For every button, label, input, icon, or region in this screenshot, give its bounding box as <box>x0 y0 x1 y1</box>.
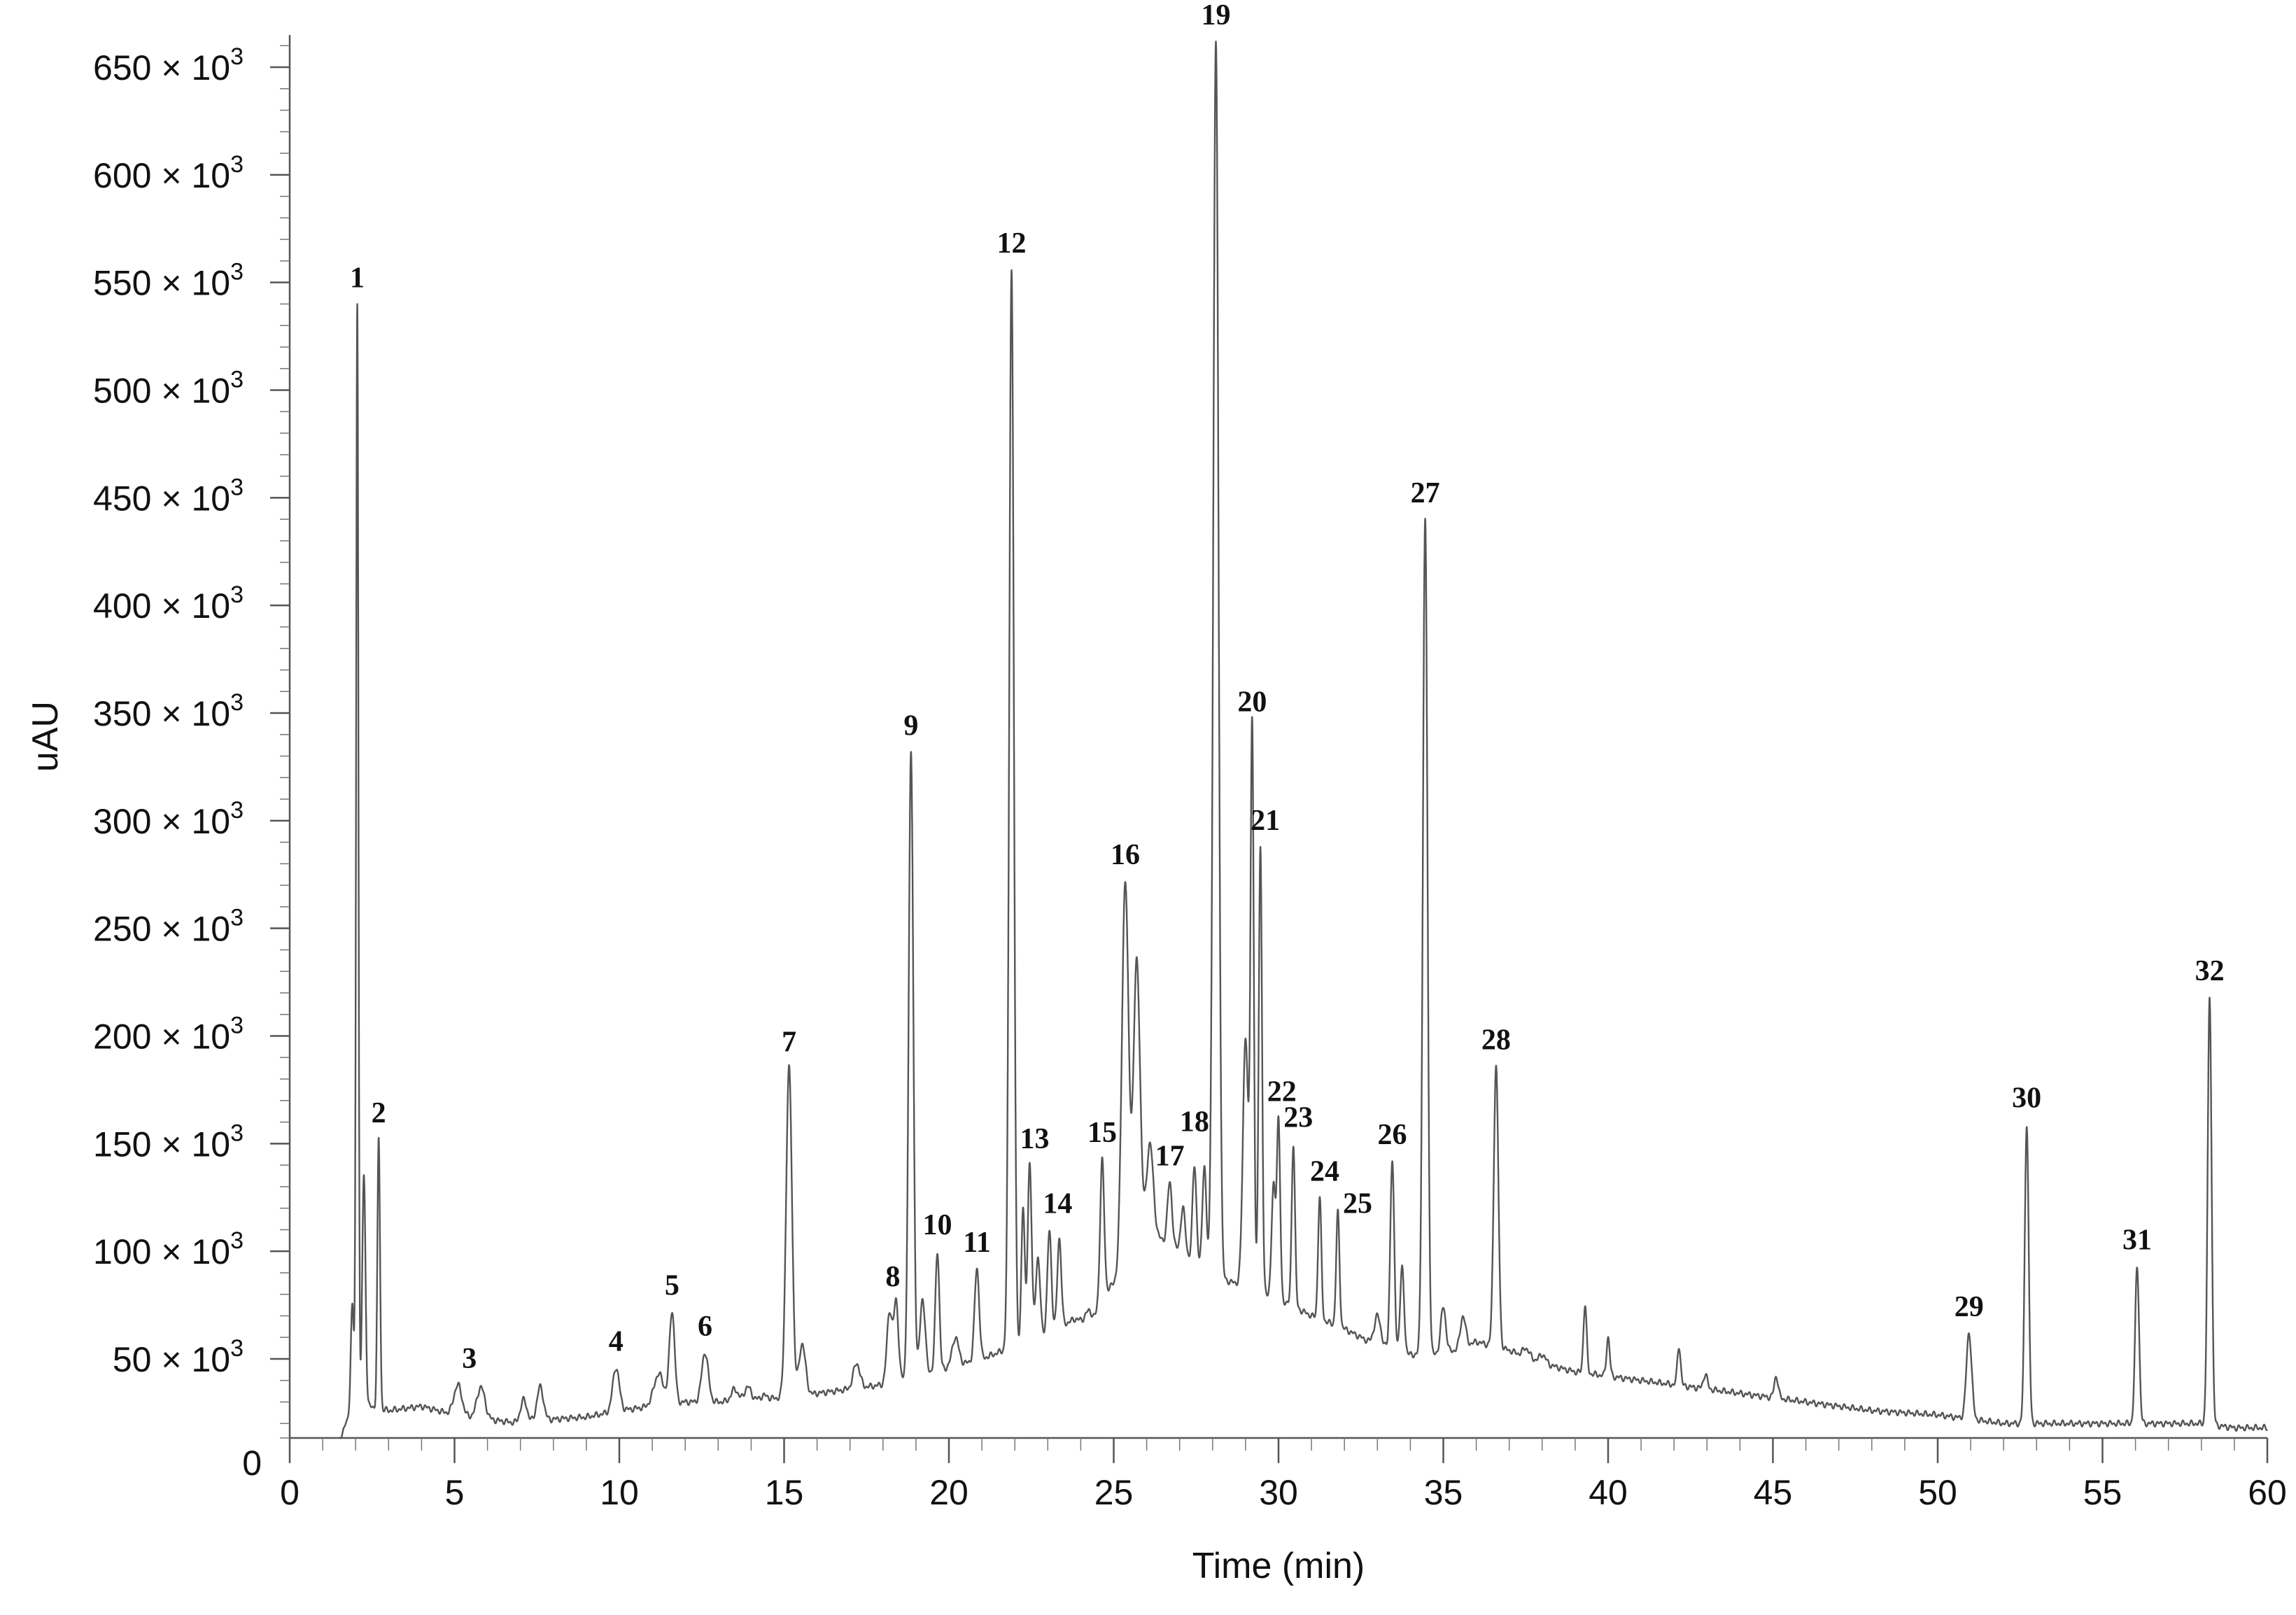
peak-label-26: 26 <box>1377 1119 1407 1151</box>
peak-label-24: 24 <box>1310 1155 1339 1187</box>
x-tick-label: 0 <box>280 1473 300 1512</box>
peak-label-25: 25 <box>1343 1187 1372 1220</box>
y-tick-label: 150 × 103 <box>93 1120 244 1164</box>
peak-label-27: 27 <box>1411 477 1440 509</box>
y-tick-label: 0 <box>242 1444 262 1483</box>
peak-label-23: 23 <box>1283 1101 1313 1134</box>
x-axis-title: Time (min) <box>1192 1546 1365 1586</box>
y-tick-label: 550 × 103 <box>93 259 244 303</box>
y-tick-label: 350 × 103 <box>93 689 244 733</box>
peak-label-5: 5 <box>665 1269 679 1302</box>
x-tick-label: 40 <box>1589 1473 1628 1512</box>
peak-label-30: 30 <box>2012 1082 2041 1115</box>
y-tick-label: 100 × 103 <box>93 1227 244 1271</box>
x-tick-label: 5 <box>445 1473 465 1512</box>
peak-label-13: 13 <box>1020 1123 1049 1155</box>
peak-label-8: 8 <box>885 1261 900 1293</box>
y-tick-label: 300 × 103 <box>93 797 244 841</box>
peak-labels: 1234567891011121314151617181920212223242… <box>350 0 2225 1375</box>
x-tick-label: 10 <box>600 1473 639 1512</box>
axes <box>288 35 2267 1439</box>
peak-label-16: 16 <box>1111 839 1140 871</box>
y-tick-label: 500 × 103 <box>93 367 244 411</box>
y-tick-label: 250 × 103 <box>93 905 244 949</box>
peak-label-10: 10 <box>923 1209 952 1241</box>
peak-label-22: 22 <box>1267 1076 1297 1108</box>
peak-label-9: 9 <box>903 710 918 742</box>
x-tick-label: 15 <box>765 1473 804 1512</box>
peak-label-20: 20 <box>1237 686 1267 719</box>
peak-label-14: 14 <box>1043 1187 1072 1220</box>
peak-label-15: 15 <box>1087 1117 1117 1149</box>
peak-label-1: 1 <box>350 262 365 294</box>
y-axis-title: uAU <box>25 701 66 772</box>
y-tick-label: 50 × 103 <box>113 1335 244 1379</box>
x-axis-ticks: 0 5 10 15 20 25 30 35 40 45 50 55 60 <box>280 1438 2287 1512</box>
y-tick-label: 600 × 103 <box>93 151 244 195</box>
peak-label-29: 29 <box>1955 1291 1984 1323</box>
x-tick-label: 20 <box>929 1473 969 1512</box>
peak-label-28: 28 <box>1481 1024 1511 1057</box>
peak-label-31: 31 <box>2122 1225 2152 1257</box>
peak-label-19: 19 <box>1202 0 1231 31</box>
peak-label-21: 21 <box>1251 805 1280 837</box>
x-tick-label: 25 <box>1094 1473 1134 1512</box>
y-tick-label: 400 × 103 <box>93 581 244 626</box>
peak-label-11: 11 <box>963 1227 991 1259</box>
peak-label-2: 2 <box>372 1097 386 1129</box>
y-tick-label: 200 × 103 <box>93 1013 244 1057</box>
chromatogram-trace <box>338 41 2269 1439</box>
x-tick-label: 35 <box>1424 1473 1463 1512</box>
x-tick-label: 45 <box>1754 1473 1793 1512</box>
peak-label-7: 7 <box>782 1027 796 1059</box>
y-tick-label: 650 × 103 <box>93 43 244 87</box>
x-tick-label: 30 <box>1259 1473 1298 1512</box>
peak-label-12: 12 <box>996 227 1026 260</box>
y-axis-ticks: 0 50 × 103 100 × 103 150 × 103 200 × 103 250 … <box>93 43 290 1483</box>
peak-label-6: 6 <box>698 1311 712 1343</box>
peak-label-3: 3 <box>462 1343 477 1375</box>
x-tick-label: 60 <box>2248 1473 2287 1512</box>
peak-label-4: 4 <box>609 1325 624 1357</box>
peak-label-18: 18 <box>1180 1106 1209 1138</box>
y-tick-label: 450 × 103 <box>93 474 244 518</box>
peak-label-17: 17 <box>1155 1141 1185 1173</box>
x-tick-label: 55 <box>2083 1473 2122 1512</box>
x-tick-label: 50 <box>1918 1473 1957 1512</box>
peak-label-32: 32 <box>2195 955 2225 987</box>
